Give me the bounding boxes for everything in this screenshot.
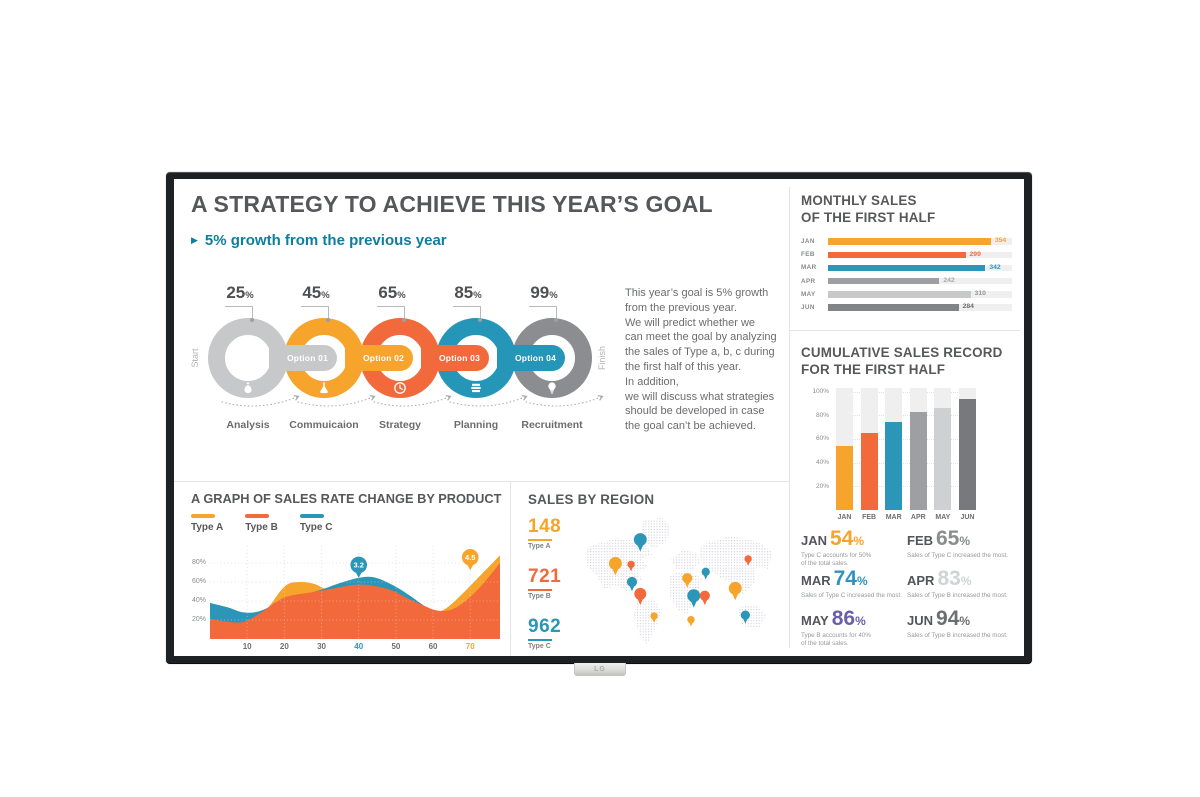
option-02-label: Option 02 <box>363 353 404 363</box>
process-connector-3: Option 03 <box>421 345 489 371</box>
process-connector-4: Option 04 <box>497 345 565 371</box>
money-bag-icon <box>241 381 255 395</box>
cumulative-sales-chart: 100% 80% 60% 40% 20% JAN FEB MAR APR MAY JUN <box>812 388 976 521</box>
legend-type-a: Type A <box>191 514 223 533</box>
stat-apr: APR 83% Sales of Type B increased the most… <box>907 567 1008 599</box>
flask-icon <box>317 381 331 395</box>
cumulative-bar <box>836 388 853 510</box>
step-pct: 99% <box>530 283 558 302</box>
world-map <box>585 517 773 645</box>
page-subtitle: ▶ 5% growth from the previous year <box>191 232 447 249</box>
map-pins <box>608 533 752 627</box>
step-pct: 25% <box>226 283 254 302</box>
page-title: A STRATEGY TO ACHIEVE THIS YEAR’S GOAL <box>191 191 713 217</box>
goal-description: This year’s goal is 5% growth from the p… <box>625 287 777 433</box>
region-title: SALES BY REGION <box>528 492 655 507</box>
sales-by-region-panel: SALES BY REGION 148 Type A 721 Type B 96… <box>510 481 789 656</box>
step-name-planning: Planning <box>453 419 499 431</box>
svg-text:4.5: 4.5 <box>465 553 475 562</box>
cumulative-columns <box>836 388 976 510</box>
start-label: Start <box>190 348 200 368</box>
stat-feb: FEB 65% Sales of Type C increased the most… <box>907 527 1009 559</box>
step-name-analysis: Analysis <box>226 419 270 431</box>
monitor-frame: A STRATEGY TO ACHIEVE THIS YEAR’S GOAL ▶… <box>166 172 1032 664</box>
stat-jun: JUN 94% Sales of Type B increased the most… <box>907 607 1008 639</box>
cumulative-x-axis: JAN FEB MAR APR MAY JUN <box>837 514 975 521</box>
monthly-sales-row: JAN 354 <box>801 235 1012 248</box>
subtitle-text: 5% growth from the previous year <box>204 232 447 249</box>
cumulative-sales-title: CUMULATIVE SALES RECORD FOR THE FIRST HA… <box>801 345 1003 377</box>
monthly-sales-row: JUN 284 <box>801 301 1012 314</box>
cumulative-bar <box>909 388 927 510</box>
step-name-commuicaion: Commuicaion <box>289 419 359 431</box>
monthly-sales-chart: JAN 354 FEB 299 MAR 342 APR 242 MAY 310 JUN 28… <box>801 235 1012 314</box>
panel-divider <box>790 330 1020 331</box>
monthly-sales-title: MONTHLY SALES OF THE FIRST HALF <box>801 193 936 225</box>
legend-type-b: Type B <box>245 514 278 533</box>
monthly-percentage-stats: JAN 54% Type C accounts for 50% of the tot… <box>801 527 1015 647</box>
monthly-sales-row: MAR 342 <box>801 261 1012 274</box>
step-pct: 65% <box>378 283 406 302</box>
region-stat-type-a: 148 Type A <box>528 516 562 550</box>
region-stat-type-c: 962 Type C <box>528 616 562 650</box>
chart-legend: Type A Type B Type C <box>191 514 332 533</box>
monthly-sales-row: FEB 299 <box>801 248 1012 261</box>
dashboard-screen: A STRATEGY TO ACHIEVE THIS YEAR’S GOAL ▶… <box>174 179 1024 656</box>
finish-label: Finish <box>597 346 607 371</box>
stat-jan: JAN 54% Type C accounts for 50% of the tot… <box>801 527 872 568</box>
stat-mar: MAR 74% Sales of Type C increased the most… <box>801 567 903 599</box>
books-icon <box>469 381 483 395</box>
step-name-recruitment: Recruitment <box>521 419 583 431</box>
cumulative-bar <box>934 388 952 510</box>
sales-rate-title: A GRAPH OF SALES RATE CHANGE BY PRODUCT <box>191 491 502 506</box>
option-01-label: Option 01 <box>287 353 328 363</box>
monthly-sales-row: MAY 310 <box>801 288 1012 301</box>
process-connector-1: Option 01 <box>269 345 337 371</box>
option-04-label: Option 04 <box>515 353 556 363</box>
process-flow: Start Finish Option 01 Option 02 Option … <box>176 275 788 440</box>
region-stat-type-b: 721 Type B <box>528 566 562 600</box>
bulb-icon <box>545 381 559 395</box>
area-chart: 3.2 4.5 80% 60% 40% 20% 10 20 30 40 50 60 70 <box>184 542 504 652</box>
bullet-arrow-icon: ▶ <box>191 235 198 245</box>
stat-may: MAY 86% Type B accounts for 40% of the tot… <box>801 607 872 648</box>
step-pct: 85% <box>454 283 482 302</box>
step-pct: 45% <box>302 283 330 302</box>
process-connector-2: Option 02 <box>345 345 413 371</box>
cumulative-bar <box>860 388 878 510</box>
option-03-label: Option 03 <box>439 353 480 363</box>
monthly-sales-row: APR 242 <box>801 275 1012 288</box>
sales-rate-panel: A GRAPH OF SALES RATE CHANGE BY PRODUCT … <box>174 481 510 656</box>
svg-text:3.2: 3.2 <box>353 561 363 570</box>
cumulative-bar <box>958 388 976 510</box>
cumulative-bar <box>885 388 903 510</box>
legend-type-c: Type C <box>299 514 332 533</box>
right-column: MONTHLY SALES OF THE FIRST HALF JAN 354 F… <box>789 187 1024 648</box>
lg-logo: LG <box>574 663 626 676</box>
step-name-strategy: Strategy <box>378 419 421 431</box>
clock-icon <box>393 381 407 395</box>
